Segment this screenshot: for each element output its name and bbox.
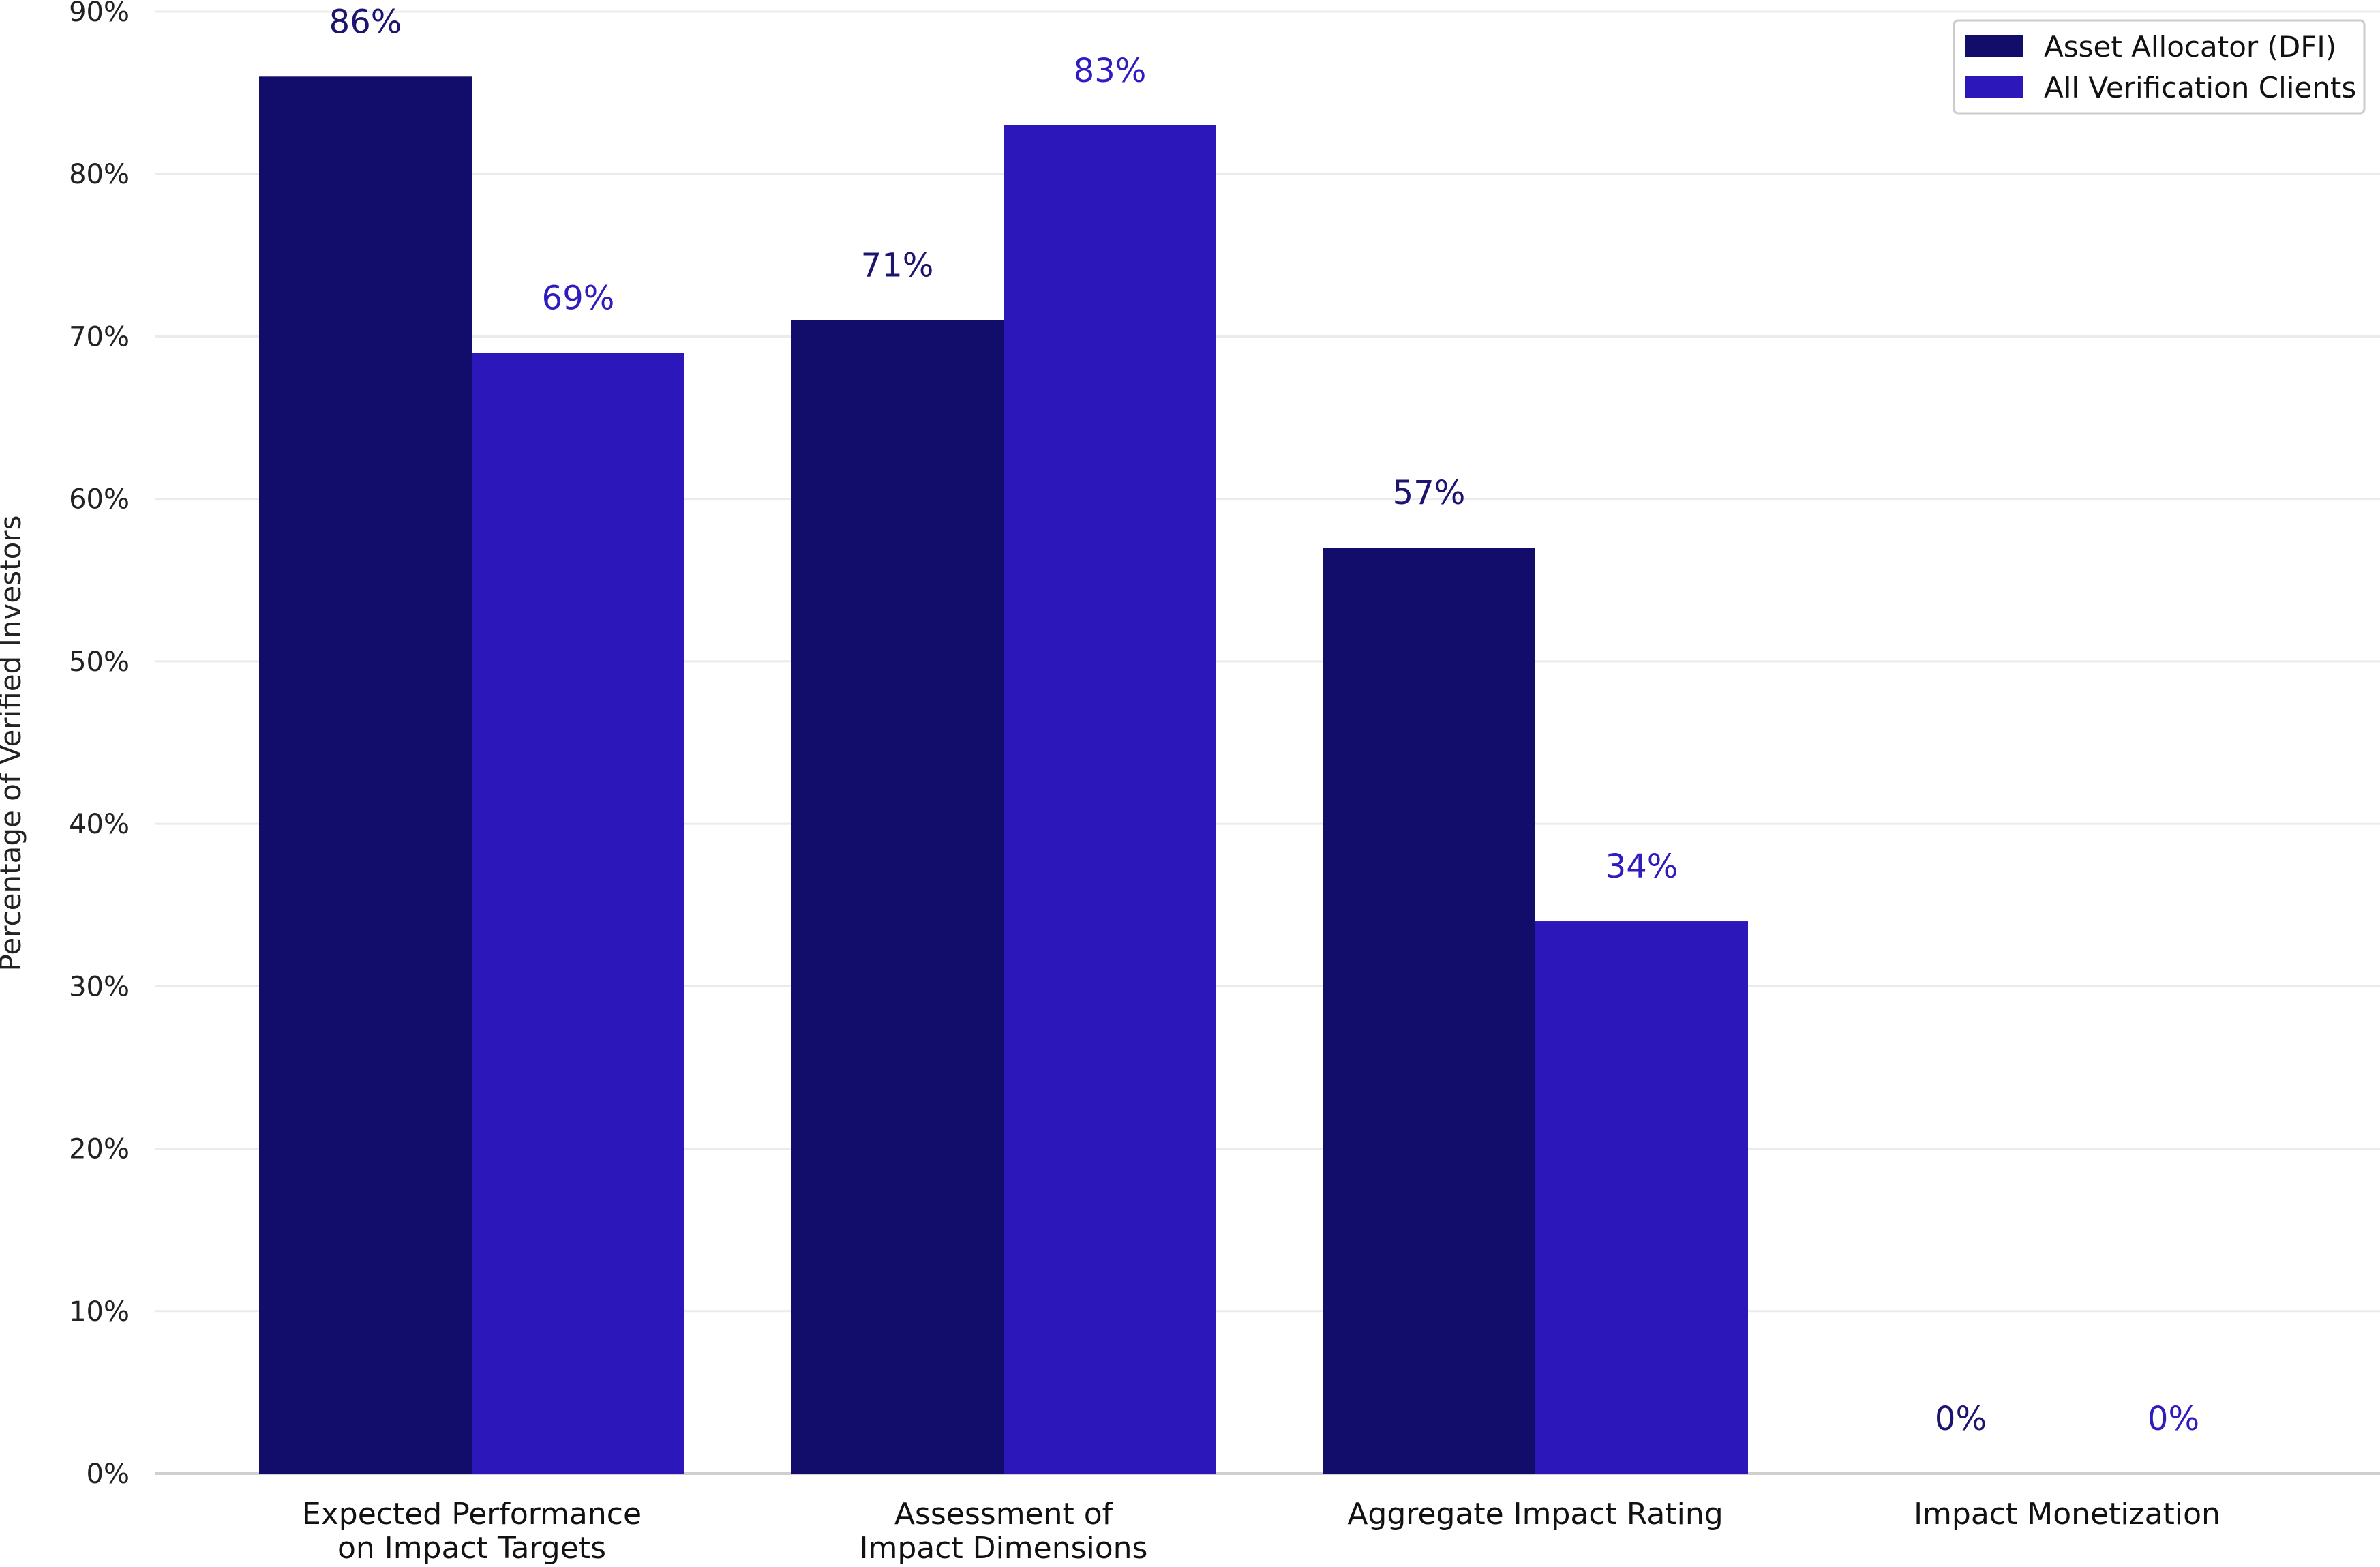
data-label: 69% bbox=[542, 279, 615, 317]
legend-swatch-dfi bbox=[1965, 35, 2023, 57]
legend-swatch-all-clients bbox=[1965, 76, 2023, 98]
data-labels: 86% 69% 71% 83% 57% 34% 0% 0% bbox=[329, 3, 2199, 1438]
y-tick-label: 80% bbox=[69, 159, 130, 190]
bar bbox=[1323, 548, 1535, 1474]
bars bbox=[259, 76, 1748, 1474]
data-label: 34% bbox=[1606, 848, 1678, 886]
x-tick-label: Expected Performance bbox=[302, 1497, 642, 1532]
bar bbox=[791, 320, 1004, 1474]
y-tick-label: 70% bbox=[69, 321, 130, 353]
x-tick-label: Impact Monetization bbox=[1914, 1497, 2220, 1532]
x-tick-label: Impact Dimensions bbox=[860, 1531, 1148, 1564]
x-tick-label: Aggregate Impact Rating bbox=[1347, 1497, 1723, 1532]
x-tick-label: on Impact Targets bbox=[337, 1531, 606, 1564]
y-tick-label: 90% bbox=[69, 0, 130, 28]
data-label: 71% bbox=[861, 247, 934, 285]
y-tick-label: 40% bbox=[69, 809, 130, 840]
y-tick-label: 0% bbox=[87, 1459, 130, 1490]
y-tick-label: 30% bbox=[69, 971, 130, 1002]
y-tick-label: 20% bbox=[69, 1134, 130, 1165]
x-tick-label: Assessment of bbox=[894, 1497, 1114, 1532]
bar bbox=[1535, 921, 1748, 1474]
y-tick-label: 50% bbox=[69, 646, 130, 678]
y-tick-label: 60% bbox=[69, 484, 130, 516]
y-tick-label: 10% bbox=[69, 1296, 130, 1328]
y-axis: 0% 10% 20% 30% 40% 50% 60% 70% 80% 90% bbox=[69, 0, 130, 1490]
y-axis-label: Percentage of Verified Investors bbox=[0, 516, 27, 972]
data-label: 86% bbox=[329, 3, 402, 41]
data-label: 0% bbox=[1935, 1400, 1987, 1438]
legend: Asset Allocator (DFI) All Verification C… bbox=[1953, 19, 2366, 115]
data-label: 83% bbox=[1074, 52, 1147, 90]
bar bbox=[472, 353, 684, 1474]
bar bbox=[1004, 125, 1216, 1474]
legend-label-all-clients: All Verification Clients bbox=[2044, 71, 2356, 104]
bar bbox=[259, 76, 472, 1474]
legend-box bbox=[1953, 19, 2366, 115]
data-label: 57% bbox=[1393, 474, 1466, 512]
data-label: 0% bbox=[2148, 1400, 2199, 1438]
legend-label-dfi: Asset Allocator (DFI) bbox=[2044, 30, 2336, 63]
